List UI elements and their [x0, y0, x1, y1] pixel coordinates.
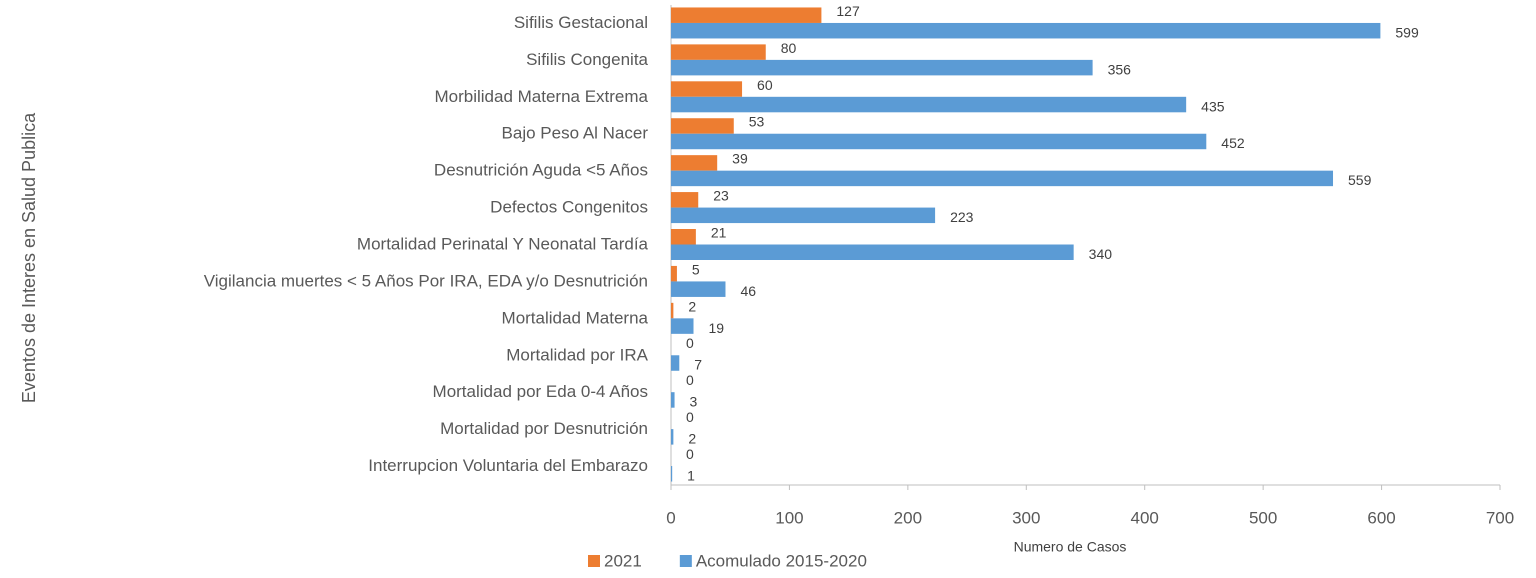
bar	[671, 429, 674, 445]
bar	[671, 302, 674, 319]
data-label: 21	[711, 224, 727, 240]
y-tick-label: Mortalidad por Desnutrición	[440, 419, 648, 438]
legend-swatch	[588, 555, 600, 567]
data-label: 5	[692, 261, 700, 277]
bar	[671, 7, 822, 23]
bar	[671, 207, 936, 224]
data-label: 0	[686, 372, 694, 388]
data-label: 435	[1201, 98, 1225, 114]
bar	[671, 170, 1334, 187]
bar	[671, 118, 734, 134]
bar	[671, 392, 675, 408]
y-tick-label: Mortalidad por Eda 0-4 Años	[433, 382, 648, 401]
data-label: 0	[686, 409, 694, 425]
x-tick-label: 0	[666, 508, 675, 527]
data-label: 356	[1108, 61, 1132, 77]
data-label: 46	[740, 283, 756, 299]
y-tick-label: Vigilancia muertes < 5 Años Por IRA, EDA…	[204, 271, 648, 290]
data-label: 53	[749, 114, 765, 130]
x-tick-label: 500	[1249, 508, 1277, 527]
legend-swatch	[679, 555, 692, 567]
data-label: 340	[1089, 246, 1113, 262]
data-label: 80	[781, 40, 797, 56]
bar	[671, 265, 677, 282]
data-label: 223	[950, 209, 974, 225]
y-tick-label: Sifilis Gestacional	[514, 13, 648, 32]
data-label: 0	[686, 335, 694, 351]
data-label: 3	[690, 394, 698, 410]
bar	[671, 155, 718, 171]
data-label: 19	[709, 320, 725, 336]
y-tick-label: Desnutrición Aguda <5 Años	[434, 161, 648, 180]
x-axis-title: Numero de Casos	[1014, 539, 1127, 555]
data-label: 127	[836, 3, 860, 19]
bar	[671, 133, 1207, 150]
data-label: 60	[757, 77, 773, 93]
x-tick-label: 700	[1486, 508, 1514, 527]
bar	[671, 318, 694, 334]
y-tick-label: Interrupcion Voluntaria del Embarazo	[368, 456, 648, 475]
bar	[671, 229, 696, 245]
bar	[671, 244, 1074, 260]
data-label: 23	[713, 188, 729, 204]
y-tick-label: Bajo Peso Al Nacer	[502, 124, 649, 143]
bar	[671, 81, 743, 97]
bar	[671, 22, 1381, 39]
bar	[671, 59, 1093, 76]
x-tick-label: 100	[775, 508, 803, 527]
y-tick-label: Sifilis Congenita	[526, 50, 648, 69]
data-label: 452	[1221, 135, 1245, 151]
data-label: 7	[694, 357, 702, 373]
y-tick-label: Morbilidad Materna Extrema	[434, 87, 648, 106]
legend-label: Acomulado 2015-2020	[696, 551, 867, 570]
data-label: 1	[687, 467, 695, 483]
y-tick-label: Mortalidad Perinatal Y Neonatal Tardía	[357, 234, 649, 253]
y-tick-label: Mortalidad por IRA	[506, 345, 648, 364]
bar	[671, 466, 673, 482]
bar	[671, 281, 726, 297]
data-label: 39	[732, 151, 748, 167]
bar	[671, 355, 680, 371]
y-tick-label: Mortalidad Materna	[502, 308, 649, 327]
y-tick-label: Defectos Congenitos	[490, 198, 648, 217]
bar	[671, 192, 699, 208]
data-label: 559	[1348, 172, 1372, 188]
x-tick-label: 300	[1012, 508, 1040, 527]
x-tick-label: 600	[1367, 508, 1395, 527]
x-tick-label: 400	[1131, 508, 1159, 527]
data-label: 599	[1395, 24, 1419, 40]
y-axis-title: Eventos de Interes en Salud Publica	[19, 112, 39, 403]
x-tick-label: 200	[894, 508, 922, 527]
bar	[671, 44, 766, 60]
bar	[671, 96, 1187, 113]
data-label: 2	[688, 431, 696, 447]
data-label: 0	[686, 446, 694, 462]
legend-label: 2021	[604, 551, 642, 570]
data-label: 2	[688, 298, 696, 314]
